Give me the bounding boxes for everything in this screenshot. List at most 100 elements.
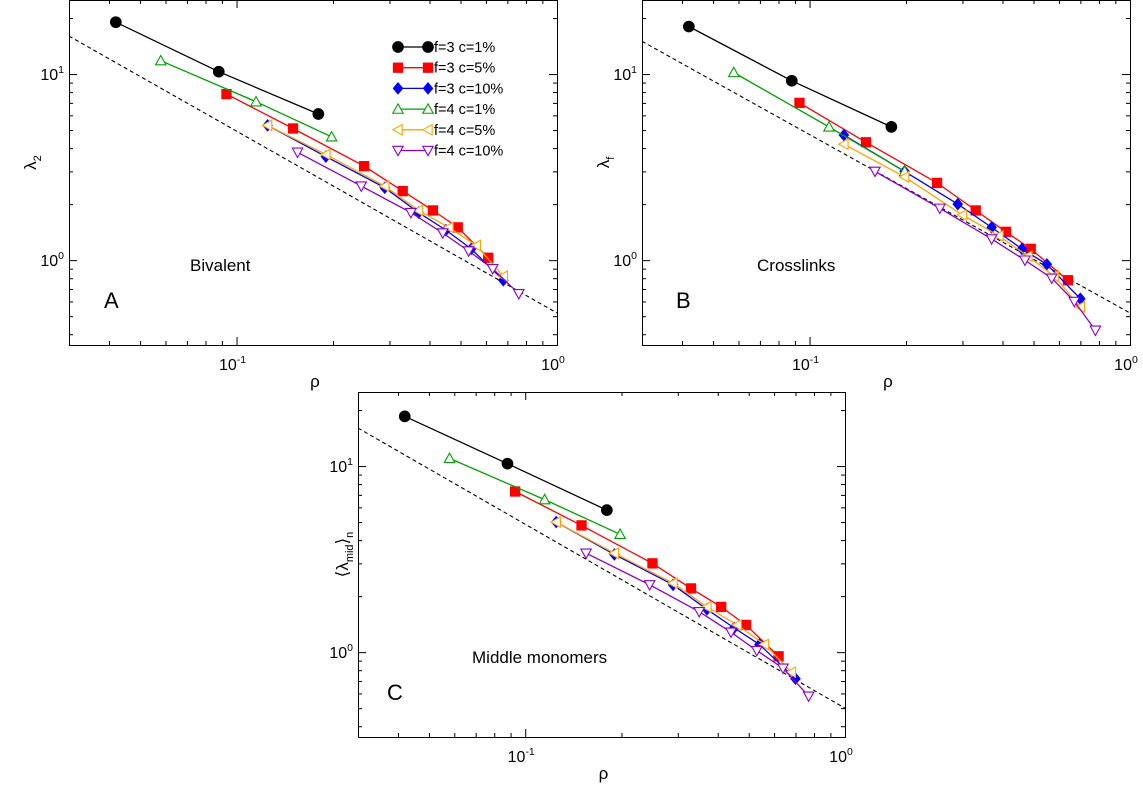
series-line [585, 552, 810, 697]
legend-marker [391, 102, 405, 114]
data-point [538, 493, 551, 505]
x-tick-label: 100 [541, 354, 565, 374]
series-5 [868, 166, 1102, 337]
data-point [868, 166, 882, 178]
data-point [358, 160, 370, 172]
data-point [1018, 255, 1032, 267]
series-1 [509, 486, 784, 662]
data-point [549, 515, 561, 529]
data-point [785, 74, 798, 87]
series-0 [109, 16, 325, 120]
series-line [874, 170, 1096, 331]
y-tick-label: 101 [329, 456, 353, 476]
data-point [992, 229, 1004, 243]
legend-label: f=3 c=10% [434, 81, 503, 97]
data-point [643, 580, 656, 592]
series-3 [727, 66, 911, 177]
plot-area [69, 16, 557, 314]
panel-label: C [387, 680, 403, 705]
data-point [1068, 296, 1081, 308]
data-point [501, 457, 514, 470]
legend-label: f=4 c=5% [434, 123, 495, 139]
data-point [261, 119, 273, 132]
data-point [773, 651, 784, 662]
legend-label: f=3 c=5% [434, 61, 495, 77]
panel-b: 10-1 100 100 101 ρ λf B Crosslinks [594, 0, 1138, 391]
legend-marker [421, 145, 435, 157]
data-point [325, 130, 338, 142]
data-point [1045, 273, 1058, 285]
x-tick-label: 10-1 [508, 746, 535, 766]
series-3 [154, 54, 338, 142]
panel-c: 10-1 100 100 101 ρ ⟨λmid⟩n C Middle monomers [329, 392, 853, 783]
legend-item: f=4 c=10% [391, 144, 503, 160]
data-point [600, 504, 613, 516]
x-tick-label: 10-1 [792, 354, 819, 374]
data-point [483, 252, 494, 263]
data-point [398, 410, 411, 423]
data-point [716, 601, 727, 613]
data-point [109, 16, 122, 29]
series-line [226, 93, 489, 259]
legend: f=3 c=1% f=3 c=5% f=3 c=10% f=4 c=1% f=4 c=5… [391, 40, 503, 160]
legend-marker [391, 123, 403, 136]
legend-marker [392, 62, 404, 73]
data-point [794, 97, 805, 109]
data-point [956, 208, 968, 222]
series-5 [579, 548, 815, 703]
data-point [576, 520, 587, 531]
data-point [750, 645, 763, 657]
data-point [287, 123, 299, 134]
y-tick-label: 101 [613, 64, 637, 84]
panel-label: A [104, 288, 119, 313]
data-point [1089, 325, 1102, 337]
data-point [608, 547, 620, 560]
legend-label: f=4 c=10% [434, 144, 503, 160]
data-point [378, 179, 390, 193]
legend-marker [422, 82, 434, 95]
data-point [682, 20, 695, 33]
data-point [885, 121, 898, 133]
data-point [860, 137, 872, 148]
y-tick-label: 100 [613, 250, 637, 270]
series-line [160, 60, 332, 138]
legend-marker [422, 62, 434, 73]
legend-marker [421, 102, 435, 114]
data-point [837, 138, 849, 151]
legend-marker [422, 41, 434, 53]
data-point [1016, 242, 1028, 256]
data-point [898, 170, 910, 184]
x-tick-label: 10-1 [219, 354, 246, 374]
legend-item: f=4 c=5% [391, 123, 495, 139]
panel-annotation: Crosslinks [757, 256, 835, 275]
plot-area [358, 410, 845, 709]
y-axis-label: ⟨λmid⟩n [333, 532, 356, 578]
x-axis-label: ρ [883, 372, 893, 391]
legend-item: f=3 c=10% [392, 81, 503, 97]
data-point [443, 452, 456, 464]
data-point [685, 583, 697, 594]
legend-marker [392, 41, 404, 53]
panel-label: B [676, 288, 691, 313]
data-point [666, 576, 678, 590]
data-point [700, 600, 712, 614]
data-point [613, 527, 627, 539]
data-point [291, 147, 304, 159]
data-point [212, 65, 225, 78]
data-point [931, 177, 943, 189]
series-1 [221, 88, 494, 263]
panel-annotation: Middle monomers [472, 648, 607, 667]
y-axis-label: λf [594, 156, 617, 169]
data-point [397, 185, 408, 197]
x-axis-label: ρ [310, 372, 320, 391]
y-axis-label: λ2 [21, 155, 44, 170]
data-point [154, 54, 167, 66]
data-point [486, 263, 499, 276]
data-point [355, 181, 368, 193]
axis-ticks [358, 392, 846, 737]
data-point [412, 204, 424, 217]
panel-a: 10-1 100 100 101 ρ λ2 A Bivalent f=3 c=1% f=3 c=5… [21, 0, 565, 391]
data-point [822, 120, 836, 132]
x-tick-label: 100 [829, 746, 853, 766]
